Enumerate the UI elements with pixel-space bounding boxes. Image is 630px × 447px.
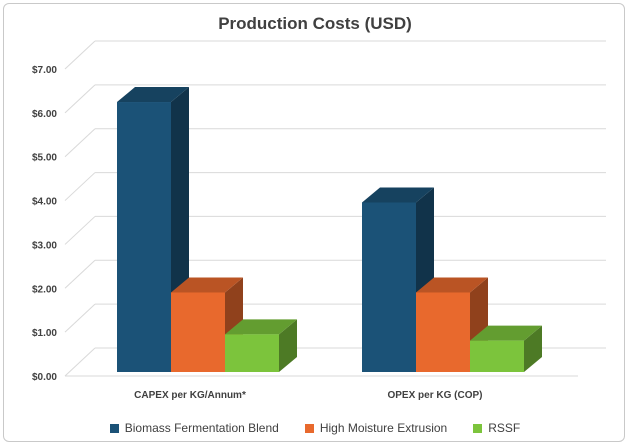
chart-title: Production Costs (USD) xyxy=(218,14,412,33)
bar xyxy=(225,334,279,372)
bar xyxy=(117,102,171,373)
legend-swatch xyxy=(109,423,119,433)
legend-item: Biomass Fermentation Blend xyxy=(109,421,279,435)
bar-side xyxy=(279,319,297,372)
gridline-side xyxy=(64,84,96,114)
gridline-side xyxy=(64,303,96,333)
gridline-side xyxy=(64,40,96,70)
legend-label: Biomass Fermentation Blend xyxy=(124,421,279,435)
bar xyxy=(470,340,524,372)
bar-top xyxy=(416,277,488,293)
bar-top xyxy=(225,319,297,335)
bar-top xyxy=(117,87,189,103)
legend-label: High Moisture Extrusion xyxy=(319,421,448,435)
y-tick-label: $7.00 xyxy=(32,65,57,76)
bar-top xyxy=(470,325,542,341)
y-tick-label: $0.00 xyxy=(32,372,57,383)
gridline-side xyxy=(64,347,96,377)
x-tick-label: CAPEX per KG/Annum* xyxy=(134,390,246,401)
legend-swatch xyxy=(304,423,314,433)
y-tick-label: $1.00 xyxy=(32,328,57,339)
legend-swatch xyxy=(473,423,483,433)
y-tick-label: $5.00 xyxy=(32,153,57,164)
bar xyxy=(362,202,416,372)
x-tick-label: OPEX per KG (COP) xyxy=(387,390,482,401)
gridline-side xyxy=(64,259,96,289)
gridline-side xyxy=(64,216,96,245)
bar xyxy=(171,292,225,372)
y-tick-label: $2.00 xyxy=(32,284,57,295)
legend-label: RSSF xyxy=(488,421,521,435)
bar xyxy=(416,292,470,372)
bar-top xyxy=(171,277,243,293)
y-tick-label: $4.00 xyxy=(32,197,57,208)
bar-top xyxy=(362,187,434,203)
y-tick-label: $6.00 xyxy=(32,109,57,120)
chart-legend: Biomass Fermentation Blend High Moisture … xyxy=(0,421,630,435)
y-tick-label: $3.00 xyxy=(32,240,57,251)
gridline-side xyxy=(64,128,96,158)
gridline-side xyxy=(64,172,96,201)
legend-item: RSSF xyxy=(473,421,520,435)
bar-side xyxy=(524,325,542,372)
legend-item: High Moisture Extrusion xyxy=(304,421,448,435)
